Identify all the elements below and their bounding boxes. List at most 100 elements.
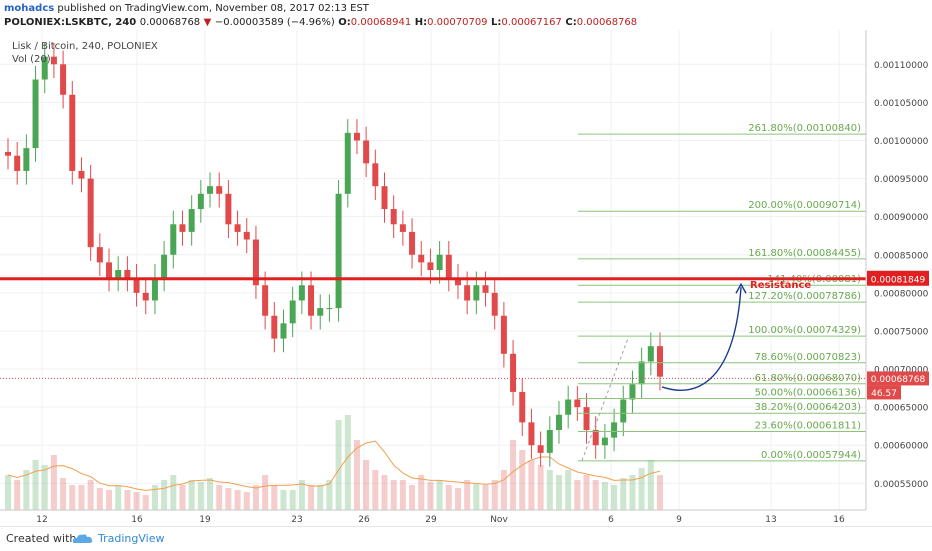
candle-body [473, 285, 480, 301]
volume-bar [528, 460, 535, 510]
candle-body [335, 193, 342, 309]
volume-bar [78, 485, 85, 510]
candle-body [87, 178, 94, 248]
current-price-label: 0.00068768 [871, 375, 926, 385]
footer: Created with TradingView [0, 526, 932, 551]
fib-level-label: 261.80%(0.00100840) [748, 123, 861, 134]
candle-body [317, 308, 324, 316]
volume-bar [409, 485, 416, 510]
symbol-label: POLONIEX:LSKBTC, 240 [4, 17, 137, 28]
publish-info: published on TradingView.com, November 0… [57, 3, 369, 14]
volume-bar [23, 470, 30, 510]
projection-arrowhead [735, 282, 747, 294]
volume-bar [151, 485, 158, 510]
volume-bar [546, 470, 553, 510]
candle-body [390, 209, 397, 225]
price-tick-label: 0.00075000 [874, 327, 929, 337]
candle-body [207, 186, 214, 194]
projection-arrow [661, 287, 742, 391]
author-name[interactable]: mohadcs [4, 3, 55, 14]
volume-bar [482, 485, 489, 510]
candle-body [555, 414, 562, 430]
candle-body [289, 300, 296, 324]
volume-bar [500, 470, 507, 510]
candle-body [657, 346, 663, 377]
candle-body [638, 361, 645, 385]
symbol-line: POLONIEX:LSKBTC, 240 0.00068768 ▼ −0.000… [4, 17, 637, 28]
volume-bar [537, 465, 544, 510]
low-label: L: [491, 17, 502, 28]
volume-bar [60, 478, 67, 510]
candle-body [620, 399, 627, 423]
candle-body [216, 186, 223, 194]
fib-level-label: 38.20%(0.00064203) [755, 402, 861, 413]
resistance-line [0, 277, 866, 281]
candle-body [583, 407, 590, 430]
price-tick-label: 0.00105000 [874, 99, 929, 109]
volume-value-badge [867, 385, 901, 400]
candle-body [344, 132, 351, 194]
open-label: O: [338, 17, 351, 28]
volume-bar [280, 490, 287, 510]
down-triangle-icon: ▼ [203, 17, 212, 28]
fib-level-label: 161.80%(0.00084455) [748, 248, 861, 259]
time-tick-label: 16 [131, 515, 143, 525]
candle-body [381, 186, 388, 210]
tradingview-brand[interactable]: TradingView [98, 532, 165, 545]
volume-bar [363, 460, 370, 510]
price-chart[interactable]: 261.80%(0.00100840) 200.00%(0.00090714) 16… [0, 30, 932, 526]
candle-body [69, 94, 76, 171]
candle-body [78, 170, 85, 179]
fib-level-label: 78.60%(0.00070823) [755, 352, 861, 363]
volume-bar [647, 460, 654, 510]
candle-body [565, 399, 572, 415]
candle-body [482, 285, 489, 293]
volume-bar [225, 488, 232, 510]
candle-body [601, 437, 608, 446]
volume-ma-line [7, 440, 661, 491]
volume-bar [289, 490, 296, 510]
volume-bar [583, 475, 590, 510]
candle-body [528, 422, 535, 446]
volume-bar [96, 488, 103, 510]
volume-bar [216, 485, 223, 510]
time-tick-label: 29 [425, 515, 437, 525]
volume-bar [50, 455, 57, 510]
legend-title: Lisk / Bitcoin, 240, POLONIEX [12, 41, 158, 52]
candle-body [133, 277, 140, 293]
volume-bar [418, 475, 425, 510]
fib-level-label: 127.20%(0.00078786) [748, 291, 861, 302]
price-tick-label: 0.00070000 [874, 366, 929, 376]
volume-bar [427, 482, 434, 510]
volume-bar [69, 485, 76, 510]
candle-body [298, 285, 305, 301]
volume-bar [161, 480, 168, 510]
volume-bar [473, 484, 480, 510]
volume-bar [308, 485, 315, 510]
created-with-label: Created with [6, 532, 77, 545]
volume-bar [234, 490, 241, 510]
candle-body [491, 292, 498, 316]
candle-body [592, 430, 599, 446]
volume-bar [555, 475, 562, 510]
candle-body [262, 285, 269, 316]
time-tick-label: 23 [291, 515, 302, 525]
candle-body [106, 262, 113, 278]
candle-body [500, 315, 507, 354]
candle-body [418, 254, 425, 263]
time-tick-label: 26 [358, 515, 370, 525]
price-tick-label: 0.00080000 [874, 289, 929, 299]
candle-body [161, 254, 168, 278]
tradingview-cloud-icon [72, 534, 93, 543]
candle-body [629, 384, 636, 400]
candlesticks [5, 42, 663, 467]
time-tick-label: 16 [833, 515, 845, 525]
candle-body [151, 277, 158, 301]
candle-body [225, 193, 232, 225]
last-price: 0.00068768 [139, 17, 201, 28]
candle-body [179, 224, 186, 232]
change-value: −0.00003589 (−4.96%) [214, 17, 335, 28]
fib-level-label: 50.00%(0.00066136) [755, 387, 861, 398]
resistance-price-label: 0.00081849 [871, 275, 926, 285]
price-tick-label: 0.00060000 [874, 442, 929, 452]
